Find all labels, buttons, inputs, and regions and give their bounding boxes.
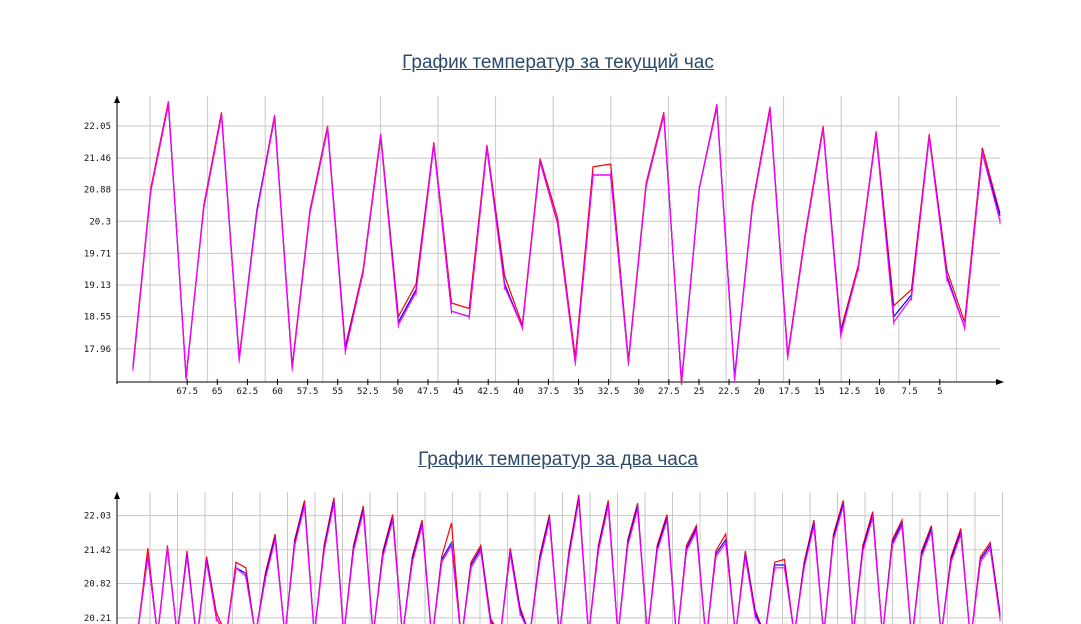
y-tick-label: 17.96 — [84, 345, 111, 355]
x-tick-label: 67.5 — [176, 387, 198, 397]
y-axis-arrow — [114, 96, 120, 103]
y-tick-label: 22.03 — [84, 512, 111, 522]
x-tick-label: 65 — [212, 387, 223, 397]
x-tick-label: 40 — [513, 387, 524, 397]
x-tick-label: 47.5 — [417, 387, 439, 397]
x-tick-label: 12.5 — [839, 387, 861, 397]
x-axis-arrow — [996, 379, 1004, 385]
x-tick-label: 20 — [754, 387, 765, 397]
y-tick-label: 22.05 — [84, 122, 111, 132]
y-tick-label: 20.82 — [84, 580, 111, 590]
x-tick-label: 25 — [694, 387, 705, 397]
x-tick-label: 37.5 — [538, 387, 560, 397]
x-tick-label: 57.5 — [297, 387, 319, 397]
y-tick-label: 19.71 — [84, 249, 111, 259]
x-tick-label: 62.5 — [237, 387, 259, 397]
chart-title-hour[interactable]: График температур за текущий час — [402, 52, 714, 73]
series-line-3 — [132, 104, 1001, 383]
y-tick-label: 21.42 — [84, 546, 111, 556]
x-tick-label: 60 — [272, 387, 283, 397]
x-tick-label: 22.5 — [718, 387, 740, 397]
y-tick-label: 21.46 — [84, 154, 111, 164]
x-tick-label: 7.5 — [902, 387, 918, 397]
x-tick-label: 32.5 — [598, 387, 620, 397]
x-tick-label: 15 — [814, 387, 825, 397]
x-tick-label: 10 — [874, 387, 885, 397]
x-tick-label: 45 — [453, 387, 464, 397]
x-tick-label: 35 — [573, 387, 584, 397]
temperature-chart-hour: 22.05 21.46 20.88 20.3 19.71 19.13 18.55 17.96 6… — [84, 96, 1004, 397]
x-tick-label: 5 — [937, 387, 942, 397]
x-tick-label: 50 — [392, 387, 403, 397]
x-tick-label: 27.5 — [658, 387, 680, 397]
x-tick-label: 30 — [633, 387, 644, 397]
series-line-2 — [132, 104, 1001, 383]
x-tick-label: 52.5 — [357, 387, 379, 397]
y-tick-label: 20.3 — [89, 217, 111, 227]
chart-title-two-hours[interactable]: График температур за два часа — [418, 449, 698, 470]
y-axis-arrow — [114, 492, 120, 499]
x-tick-label: 17.5 — [778, 387, 800, 397]
series-line-1 — [132, 101, 1001, 385]
y-tick-label: 18.55 — [84, 313, 111, 323]
x-tick-label: 55 — [332, 387, 343, 397]
y-tick-label: 20.88 — [84, 186, 111, 196]
x-tick-label: 42.5 — [477, 387, 499, 397]
y-tick-label: 19.13 — [84, 281, 111, 291]
